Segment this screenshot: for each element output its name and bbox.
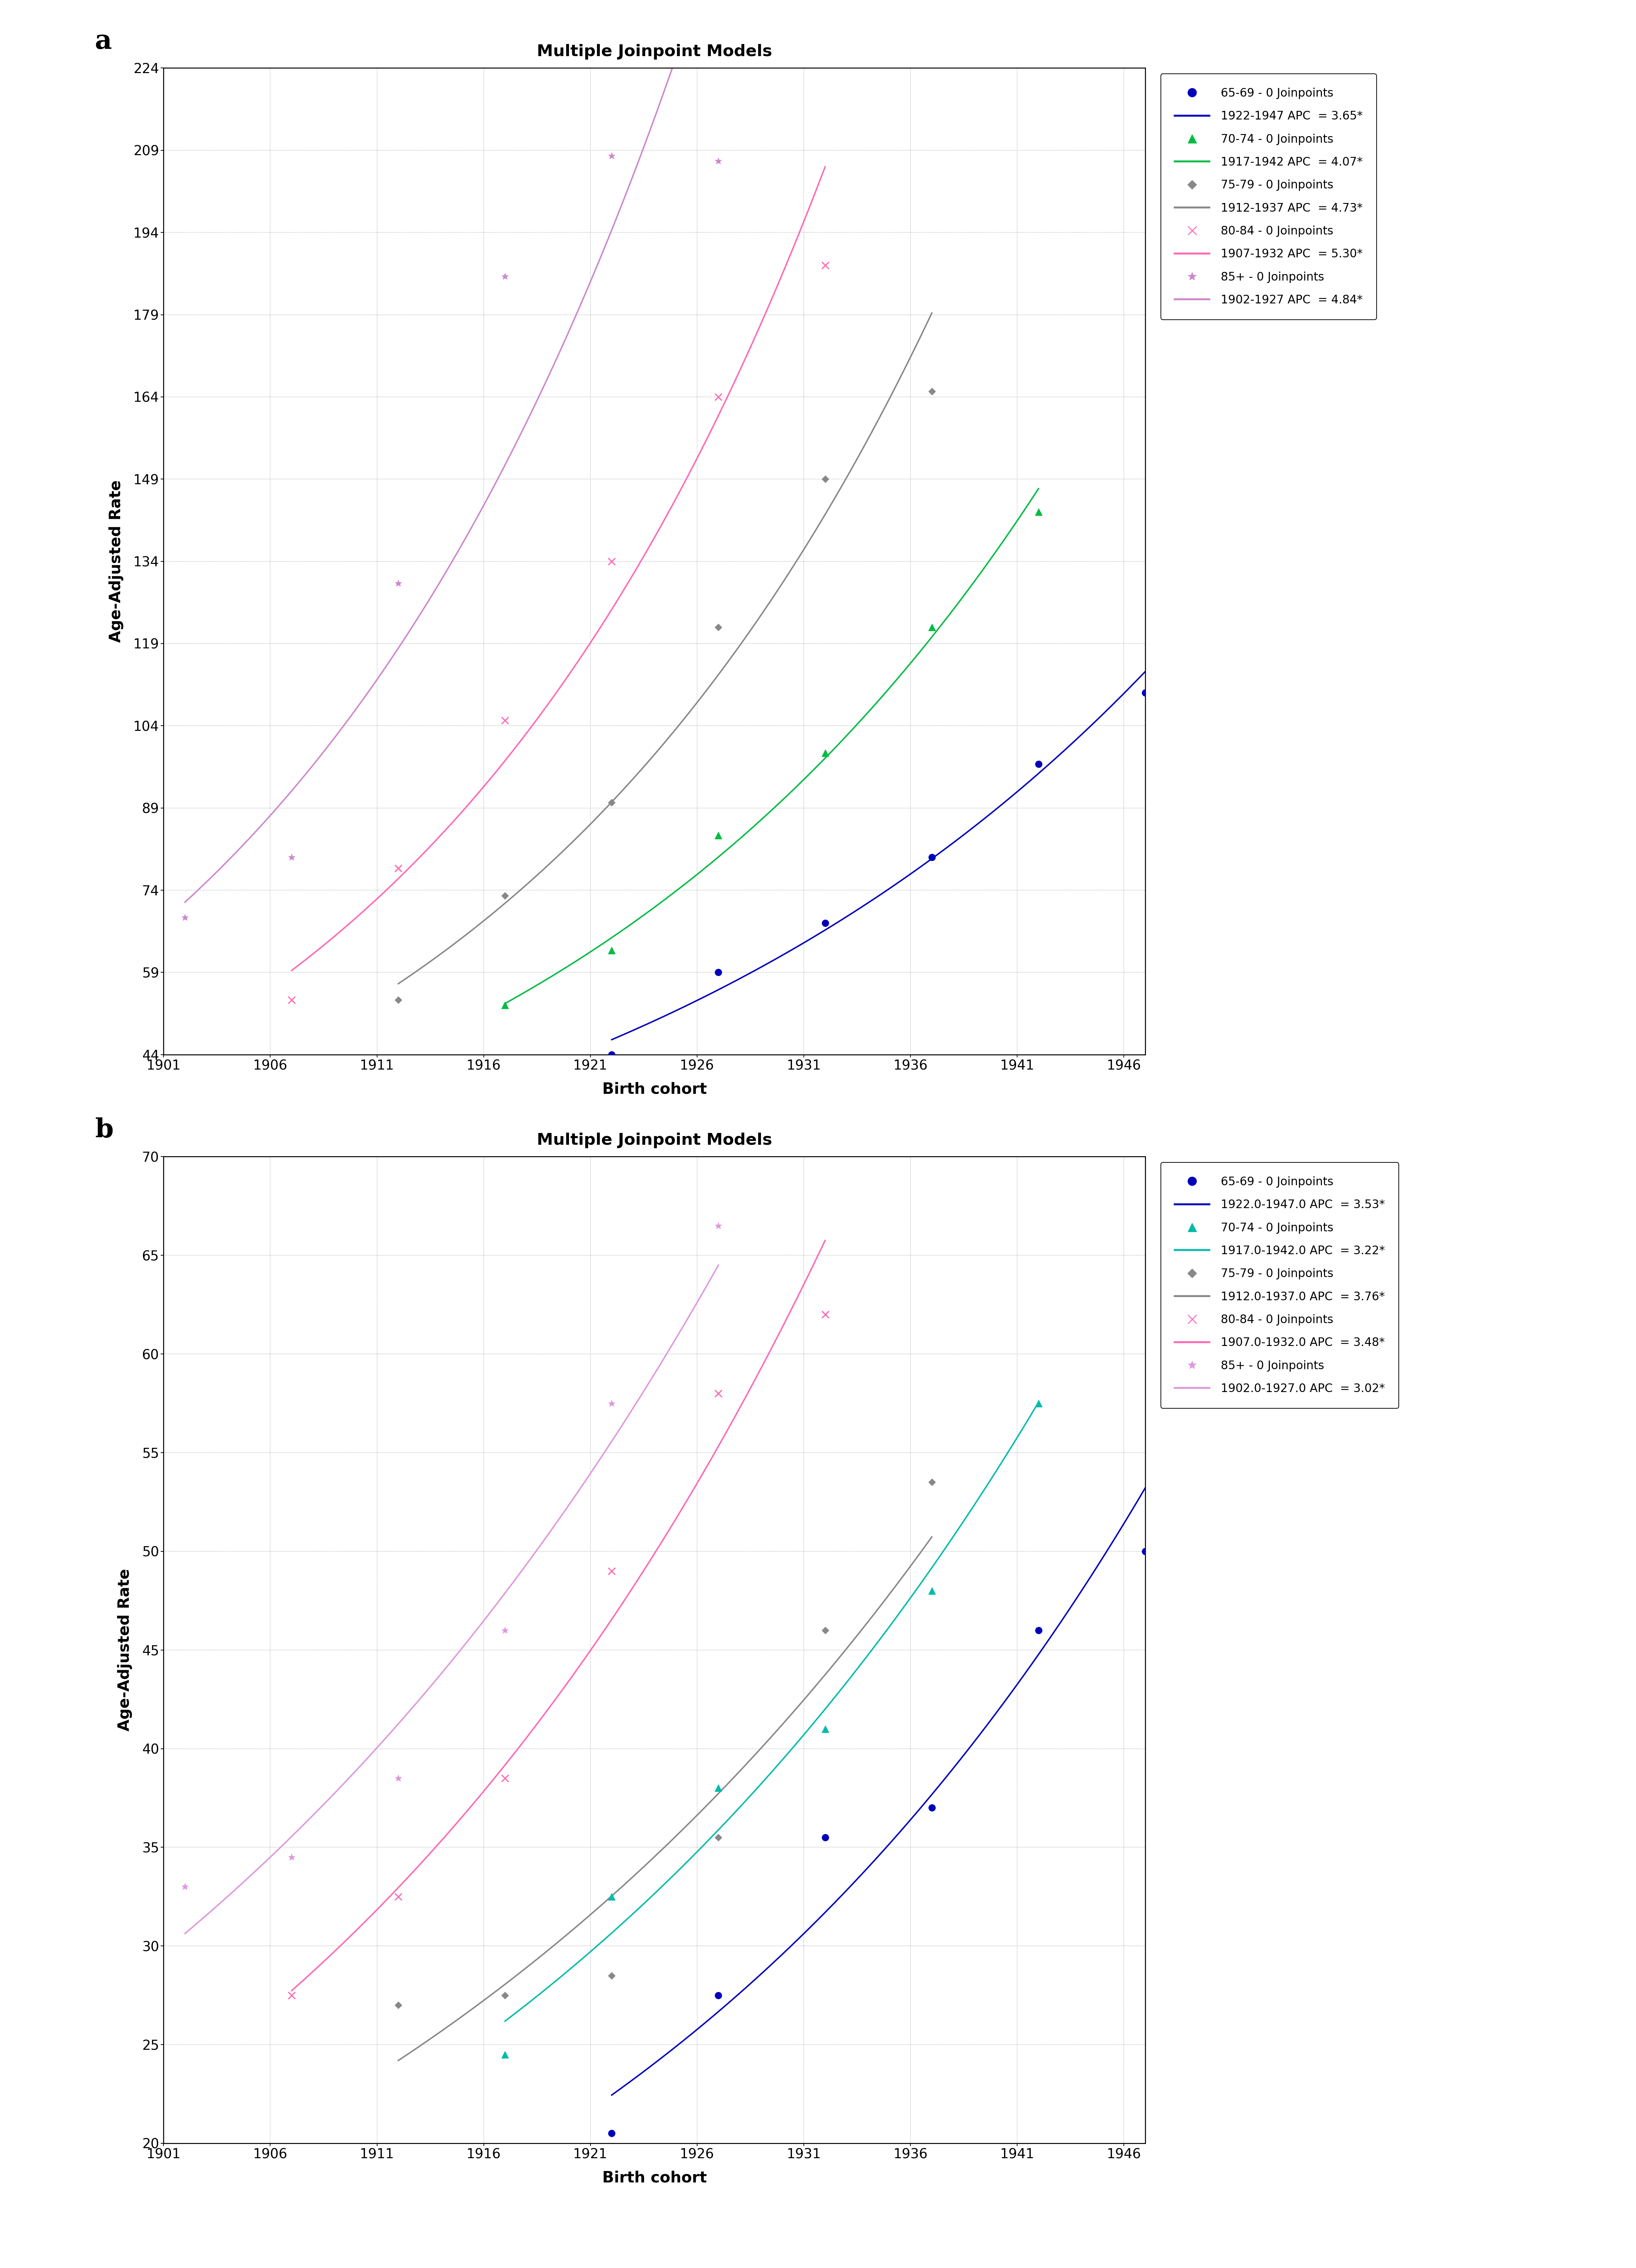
Y-axis label: Age-Adjusted Rate: Age-Adjusted Rate [108, 481, 124, 642]
Title: Multiple Joinpoint Models: Multiple Joinpoint Models [537, 43, 772, 59]
Legend: 65-69 - 0 Joinpoints, 1922-1947 APC  = 3.65*, 70-74 - 0 Joinpoints, 1917-1942 AP: 65-69 - 0 Joinpoints, 1922-1947 APC = 3.… [1162, 75, 1376, 320]
X-axis label: Birth cohort: Birth cohort [602, 2170, 707, 2186]
Legend: 65-69 - 0 Joinpoints, 1922.0-1947.0 APC  = 3.53*, 70-74 - 0 Joinpoints, 1917.0-1: 65-69 - 0 Joinpoints, 1922.0-1947.0 APC … [1162, 1163, 1399, 1408]
Text: b: b [95, 1118, 113, 1143]
Title: Multiple Joinpoint Models: Multiple Joinpoint Models [537, 1132, 772, 1148]
Y-axis label: Age-Adjusted Rate: Age-Adjusted Rate [118, 1569, 133, 1730]
Text: a: a [95, 29, 111, 54]
X-axis label: Birth cohort: Birth cohort [602, 1082, 707, 1098]
